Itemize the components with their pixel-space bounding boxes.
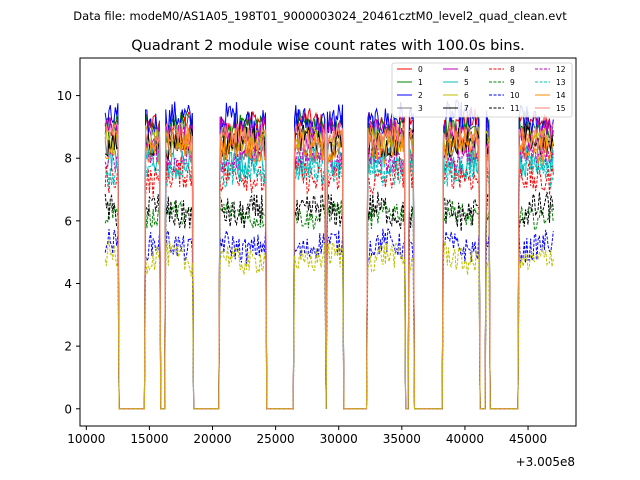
legend-label: 7 [464, 104, 469, 113]
axes-frame [79, 57, 577, 427]
legend-label: 1 [418, 78, 423, 87]
series-line-15 [104, 121, 554, 410]
legend-label: 5 [464, 78, 469, 87]
legend-label: 9 [510, 78, 515, 87]
x-tick-label: 10000 [67, 432, 105, 446]
legend-label: 11 [510, 104, 520, 113]
legend-label: 14 [556, 91, 566, 100]
y-tick-label: 8 [64, 152, 72, 166]
chart-title: Quadrant 2 module wise count rates with … [131, 38, 525, 54]
legend-label: 8 [510, 65, 515, 74]
y-tick-label: 10 [57, 89, 72, 103]
legend-label: 0 [418, 65, 423, 74]
x-tick-label: 25000 [257, 432, 295, 446]
legend-label: 13 [556, 78, 566, 87]
x-axis-offset-label: +3.005e8 [516, 455, 575, 469]
legend-label: 10 [510, 91, 520, 100]
legend-label: 12 [556, 65, 566, 74]
legend-label: 4 [464, 65, 469, 74]
x-tick-label: 15000 [130, 432, 168, 446]
series-line-8 [104, 156, 554, 410]
y-axis: 0 2 4 6 8 10 [57, 89, 80, 416]
series-line-extra [104, 240, 554, 410]
legend-label: 6 [464, 91, 469, 100]
y-tick-label: 6 [64, 214, 72, 228]
figure-suptitle: Data file: modeM0/AS1A05_198T01_90000030… [73, 9, 567, 23]
x-tick-label: 45000 [509, 432, 547, 446]
y-tick-label: 4 [64, 277, 72, 291]
y-tick-label: 0 [64, 402, 72, 416]
plot-series [104, 99, 554, 410]
x-axis: 10000 15000 20000 25000 30000 35000 40000 45000 [67, 426, 547, 446]
legend-label: 2 [418, 91, 423, 100]
legend-frame [391, 62, 573, 118]
legend-label: 3 [418, 104, 423, 113]
x-tick-label: 35000 [383, 432, 421, 446]
x-tick-label: 30000 [320, 432, 358, 446]
legend-label: 15 [556, 104, 566, 113]
series-line-13 [104, 153, 554, 410]
x-tick-label: 40000 [446, 432, 484, 446]
x-tick-label: 20000 [193, 432, 231, 446]
y-tick-label: 2 [64, 340, 72, 354]
